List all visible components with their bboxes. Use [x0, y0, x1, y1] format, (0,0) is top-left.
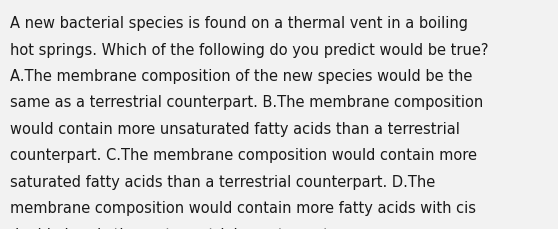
Text: membrane composition would contain more fatty acids with cis: membrane composition would contain more … — [10, 200, 476, 215]
Text: counterpart. C.The membrane composition would contain more: counterpart. C.The membrane composition … — [10, 148, 477, 163]
Text: A.The membrane composition of the new species would be the: A.The membrane composition of the new sp… — [10, 69, 473, 84]
Text: saturated fatty acids than a terrestrial counterpart. D.The: saturated fatty acids than a terrestrial… — [10, 174, 435, 189]
Text: double bonds than a terrestrial counterpart.: double bonds than a terrestrial counterp… — [10, 227, 334, 229]
Text: same as a terrestrial counterpart. B.The membrane composition: same as a terrestrial counterpart. B.The… — [10, 95, 483, 110]
Text: hot springs. Which of the following do you predict would be true?: hot springs. Which of the following do y… — [10, 42, 489, 57]
Text: would contain more unsaturated fatty acids than a terrestrial: would contain more unsaturated fatty aci… — [10, 121, 460, 136]
Text: A new bacterial species is found on a thermal vent in a boiling: A new bacterial species is found on a th… — [10, 16, 468, 31]
